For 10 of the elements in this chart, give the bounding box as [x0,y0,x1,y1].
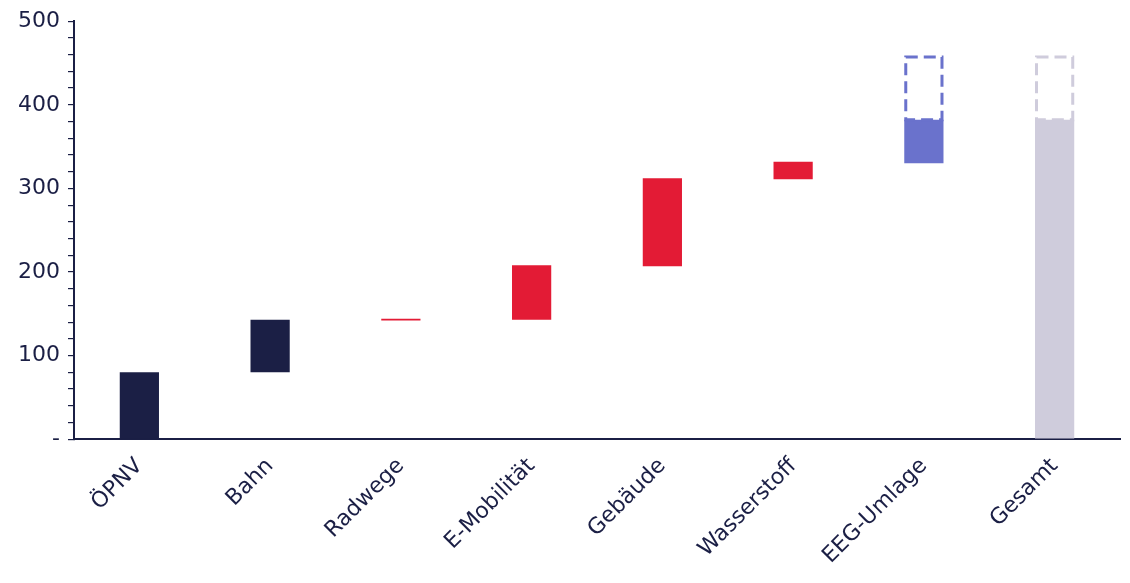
y-tick-label: 400 [17,90,60,116]
bar [773,161,813,180]
y-tick-label: - [52,424,60,450]
bar [512,265,552,320]
bar [642,178,682,267]
y-tick-label: 200 [17,257,60,283]
y-tick-label: 100 [17,341,60,367]
y-tick-label: 500 [17,6,60,32]
y-tick-label: 300 [17,174,60,200]
bar [250,319,290,373]
